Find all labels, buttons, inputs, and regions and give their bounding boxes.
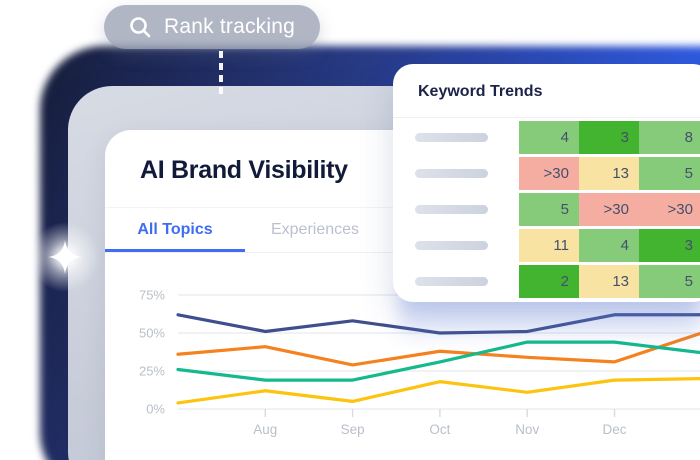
keyword-trends-title: Keyword Trends: [418, 83, 543, 100]
keyword-trend-row: >30 13 5: [393, 157, 700, 190]
svg-text:Sep: Sep: [341, 422, 365, 437]
keyword-trend-row: 2 13 5: [393, 265, 700, 298]
tab-all-topics[interactable]: All Topics: [105, 208, 245, 252]
keyword-label-skeleton: [415, 241, 488, 250]
page-title: AI Brand Visibility: [140, 156, 348, 184]
rank-cell: 11: [519, 229, 579, 262]
keyword-label-skeleton: [415, 277, 488, 286]
search-icon: [129, 16, 152, 39]
svg-text:Oct: Oct: [429, 422, 450, 437]
divider: [393, 117, 700, 118]
rank-cell: >30: [579, 193, 639, 226]
sparkle-icon: [48, 240, 82, 274]
rank-cell: 5: [639, 265, 700, 298]
keyword-trends-table: 4 3 8 >30 13 5 5 >30 >30 11 4 3 2 13 5: [393, 121, 700, 298]
rank-cell: 4: [579, 229, 639, 262]
badge-label: Rank tracking: [164, 15, 295, 38]
svg-text:Aug: Aug: [253, 422, 277, 437]
keyword-trend-row: 11 4 3: [393, 229, 700, 262]
rank-tracking-badge[interactable]: Rank tracking: [104, 5, 320, 49]
keyword-label-skeleton: [415, 205, 488, 214]
svg-text:Dec: Dec: [602, 422, 626, 437]
visibility-chart: 75% 50% 25% 0% Aug Sep Oct Nov Dec: [139, 288, 700, 437]
svg-text:25%: 25%: [139, 364, 165, 379]
rank-cell: >30: [519, 157, 579, 190]
keyword-label-skeleton: [415, 169, 488, 178]
svg-text:0%: 0%: [146, 402, 165, 417]
rank-cell: 3: [639, 229, 700, 262]
tab-experiences[interactable]: Experiences: [270, 221, 360, 238]
rank-cell: 13: [579, 265, 639, 298]
rank-cell: 5: [519, 193, 579, 226]
dashed-connector: [219, 51, 223, 95]
svg-text:50%: 50%: [139, 326, 165, 341]
rank-cell: 5: [639, 157, 700, 190]
rank-cell: 4: [519, 121, 579, 154]
rank-cell: 3: [579, 121, 639, 154]
rank-cell: 2: [519, 265, 579, 298]
rank-cell: 8: [639, 121, 700, 154]
svg-text:Nov: Nov: [515, 422, 539, 437]
rank-cell: >30: [639, 193, 700, 226]
rank-cell: 13: [579, 157, 639, 190]
keyword-label-skeleton: [415, 133, 488, 142]
keyword-trend-row: 5 >30 >30: [393, 193, 700, 226]
keyword-trends-card: Keyword Trends 4 3 8 >30 13 5 5 >30 >30 11 4 3 2 13 5: [393, 64, 700, 302]
svg-text:75%: 75%: [139, 288, 165, 303]
